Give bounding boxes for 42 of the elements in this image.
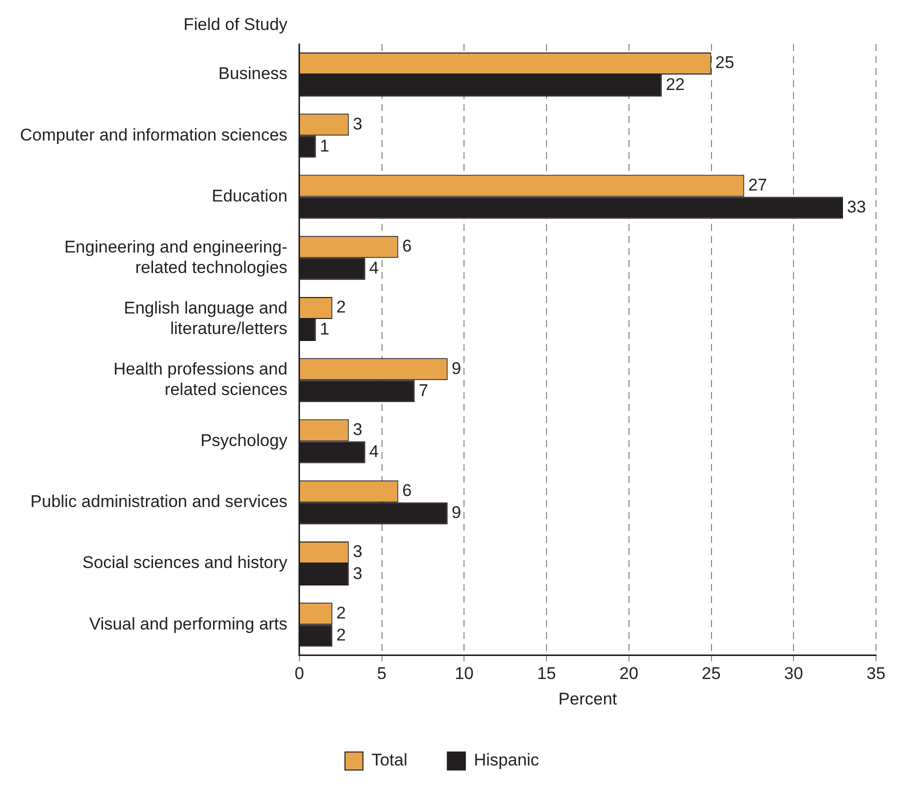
data-label: 2 xyxy=(336,625,346,644)
y-tick-label: Psychology xyxy=(200,430,288,450)
data-label: 3 xyxy=(352,114,362,134)
y-tick-label: Computer and information sciences xyxy=(20,125,288,144)
data-label: 33 xyxy=(847,197,866,216)
data-label: 3 xyxy=(352,564,362,584)
x-tick-label: 0 xyxy=(294,664,304,684)
data-label: 6 xyxy=(402,236,412,256)
data-label: 3 xyxy=(352,420,362,439)
data-label: 6 xyxy=(402,481,412,500)
y-axis-title: Field of Study xyxy=(183,15,288,34)
x-tick-label: 20 xyxy=(619,664,638,684)
y-tick-label: Health professions and related sciences xyxy=(114,360,288,400)
x-tick-label: 25 xyxy=(702,664,721,684)
x-tick-label: 10 xyxy=(454,664,474,684)
y-tick-label: Social sciences and history xyxy=(82,553,288,572)
x-tick-label: 5 xyxy=(377,664,387,684)
data-label: 1 xyxy=(320,136,330,156)
y-tick-label: Education xyxy=(212,186,288,206)
x-tick-label: 30 xyxy=(784,664,804,684)
y-tick-label: Visual and performing arts xyxy=(89,614,288,634)
data-label: 7 xyxy=(418,380,428,400)
y-tick-label: Business xyxy=(218,64,288,84)
x-tick-label: 15 xyxy=(537,664,556,684)
data-label: 4 xyxy=(369,258,379,278)
data-label: 25 xyxy=(715,53,734,72)
data-label: 2 xyxy=(336,298,346,317)
y-tick-label: English language and literature/letters xyxy=(124,298,288,338)
data-label: 9 xyxy=(452,358,462,378)
data-label: 9 xyxy=(452,503,462,522)
legend-label: Hispanic xyxy=(474,750,540,770)
data-label: 1 xyxy=(320,320,330,339)
data-label: 22 xyxy=(666,75,685,94)
y-tick-label: Engineering and engineering- related technologies xyxy=(64,237,288,277)
legend-label: Total xyxy=(371,750,408,770)
data-label: 4 xyxy=(369,442,379,461)
x-tick-label: 35 xyxy=(866,664,886,684)
x-axis-title: Percent xyxy=(558,689,618,708)
data-label: 2 xyxy=(336,603,346,622)
data-label: 3 xyxy=(352,542,362,562)
data-label: 27 xyxy=(748,175,768,194)
y-tick-label: Public administration and services xyxy=(30,492,288,512)
